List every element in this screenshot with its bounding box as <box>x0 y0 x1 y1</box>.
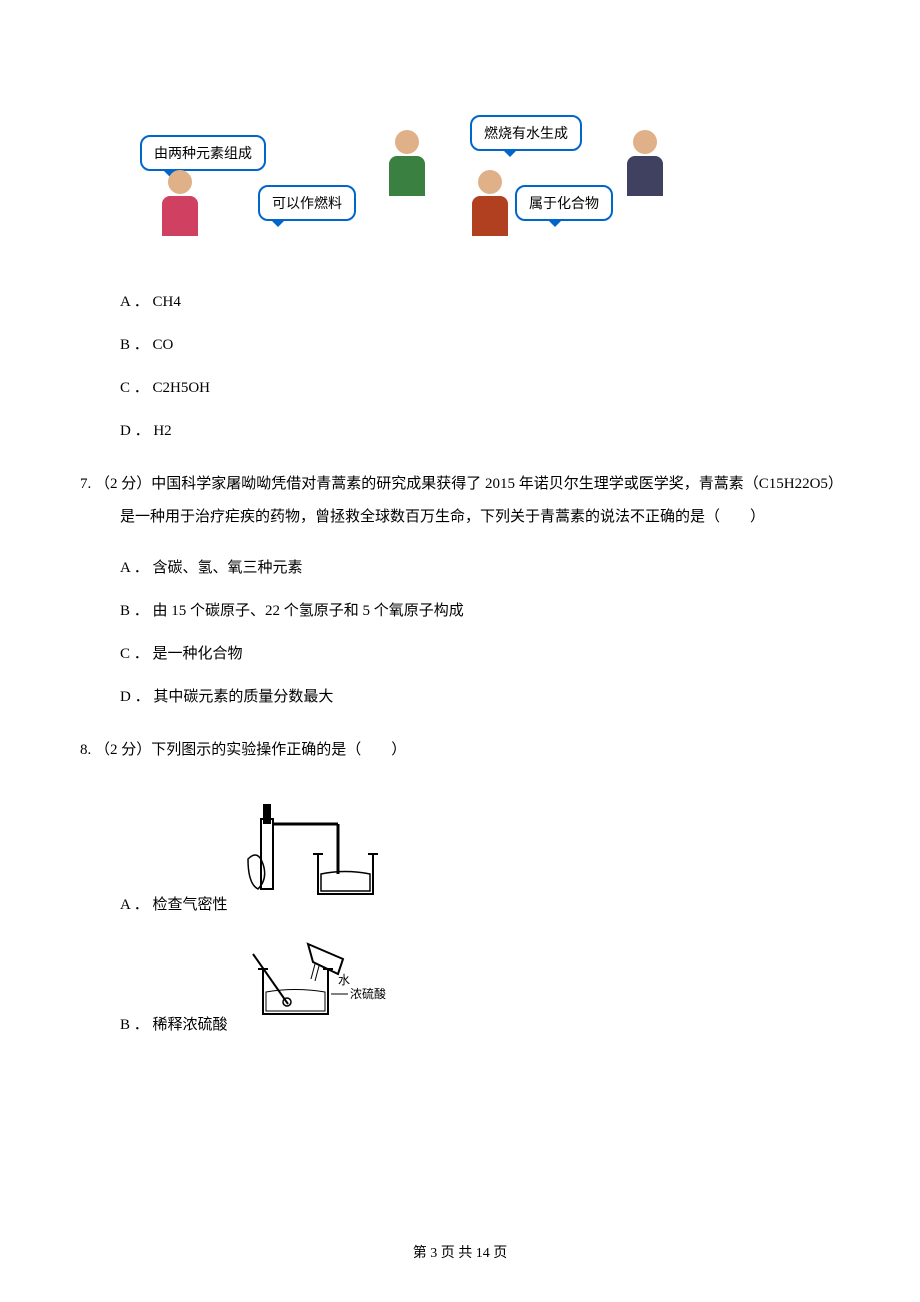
person-4-icon <box>620 130 670 210</box>
q7-option-c: C ． 是一种化合物 <box>120 642 840 663</box>
q6-option-b: B ． CO <box>120 333 840 354</box>
q7-stem: 7. （2 分）中国科学家屠呦呦凭借对青蒿素的研究成果获得了 2015 年诺贝尔… <box>120 468 840 534</box>
q8-option-b-label: B ． 稀释浓硫酸 <box>120 1013 228 1034</box>
svg-text:浓硫酸: 浓硫酸 <box>350 986 386 1001</box>
airtightness-apparatus-icon <box>243 789 393 914</box>
q6-option-d: D ． H2 <box>120 419 840 440</box>
q7-option-a: A ． 含碳、氢、氧三种元素 <box>120 556 840 577</box>
speech-bubble-1: 由两种元素组成 <box>140 135 266 171</box>
q8-option-b: B ． 稀释浓硫酸 水 浓硫酸 <box>120 934 840 1034</box>
q8-option-a-label: A ． 检查气密性 <box>120 893 228 914</box>
q6-option-c: C ． C2H5OH <box>120 376 840 397</box>
q8-stem: 8. （2 分）下列图示的实验操作正确的是（ ） <box>120 734 840 767</box>
q7-text: 7. （2 分）中国科学家屠呦呦凭借对青蒿素的研究成果获得了 2015 年诺贝尔… <box>80 476 835 525</box>
q7-option-b: B ． 由 15 个碳原子、22 个氢原子和 5 个氧原子构成 <box>120 599 840 620</box>
svg-text:水: 水 <box>338 973 350 987</box>
speech-bubble-3: 燃烧有水生成 <box>470 115 582 151</box>
person-1-icon <box>155 170 205 250</box>
q7-option-d: D ． 其中碳元素的质量分数最大 <box>120 685 840 706</box>
page-footer: 第 3 页 共 14 页 <box>0 1242 920 1262</box>
q6-option-a: A ． CH4 <box>120 290 840 311</box>
speech-bubble-4: 属于化合物 <box>515 185 613 221</box>
dilute-acid-apparatus-icon: 水 浓硫酸 <box>243 934 393 1034</box>
dialogue-illustration: 由两种元素组成 可以作燃料 燃烧有水生成 属于化合物 <box>120 100 840 260</box>
speech-bubble-2: 可以作燃料 <box>258 185 356 221</box>
q8-text: 8. （2 分）下列图示的实验操作正确的是（ ） <box>80 742 406 758</box>
person-2-icon <box>382 130 432 210</box>
person-3-icon <box>465 170 515 250</box>
q8-option-a: A ． 检查气密性 <box>120 789 840 914</box>
